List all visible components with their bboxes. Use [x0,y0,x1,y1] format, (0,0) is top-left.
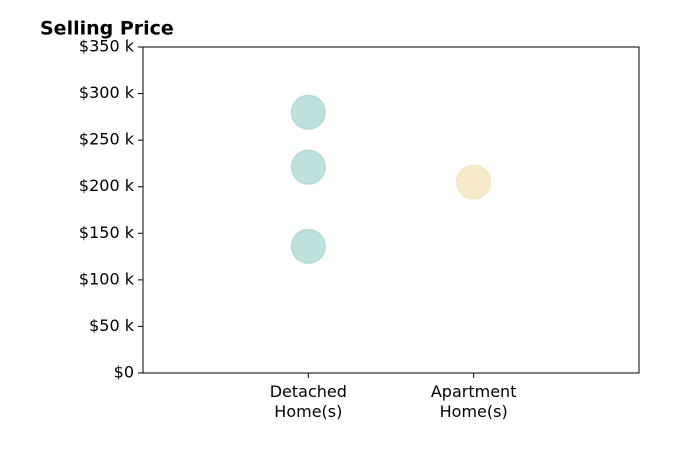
chart-title: Selling Price [40,18,174,40]
y-tick-label: $300 k [79,83,135,102]
x-tick-label: Apartment Home(s) [431,382,517,421]
x-tick-label: Detached Home(s) [270,382,347,421]
point [290,94,327,130]
y-tick-label: $250 k [79,130,135,149]
y-tick-label: $150 k [79,223,135,242]
y-tick-label: $0 [114,363,134,382]
y-tick-label: $200 k [79,176,135,195]
y-tick-label: $350 k [79,37,135,56]
point [290,149,327,185]
plot-frame [142,46,640,374]
y-tick-label: $50 k [89,316,135,335]
point [455,164,492,200]
point [290,228,327,265]
y-tick-label: $100 k [79,269,135,288]
